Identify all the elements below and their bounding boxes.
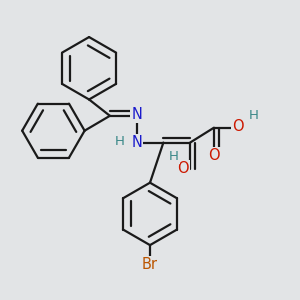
Text: H: H: [249, 109, 259, 122]
Text: O: O: [232, 119, 244, 134]
Text: H: H: [114, 135, 124, 148]
Text: O: O: [208, 148, 220, 164]
Text: N: N: [131, 107, 142, 122]
Text: H: H: [169, 150, 179, 163]
Text: Br: Br: [142, 257, 158, 272]
Text: N: N: [131, 135, 142, 150]
Text: O: O: [177, 161, 188, 176]
